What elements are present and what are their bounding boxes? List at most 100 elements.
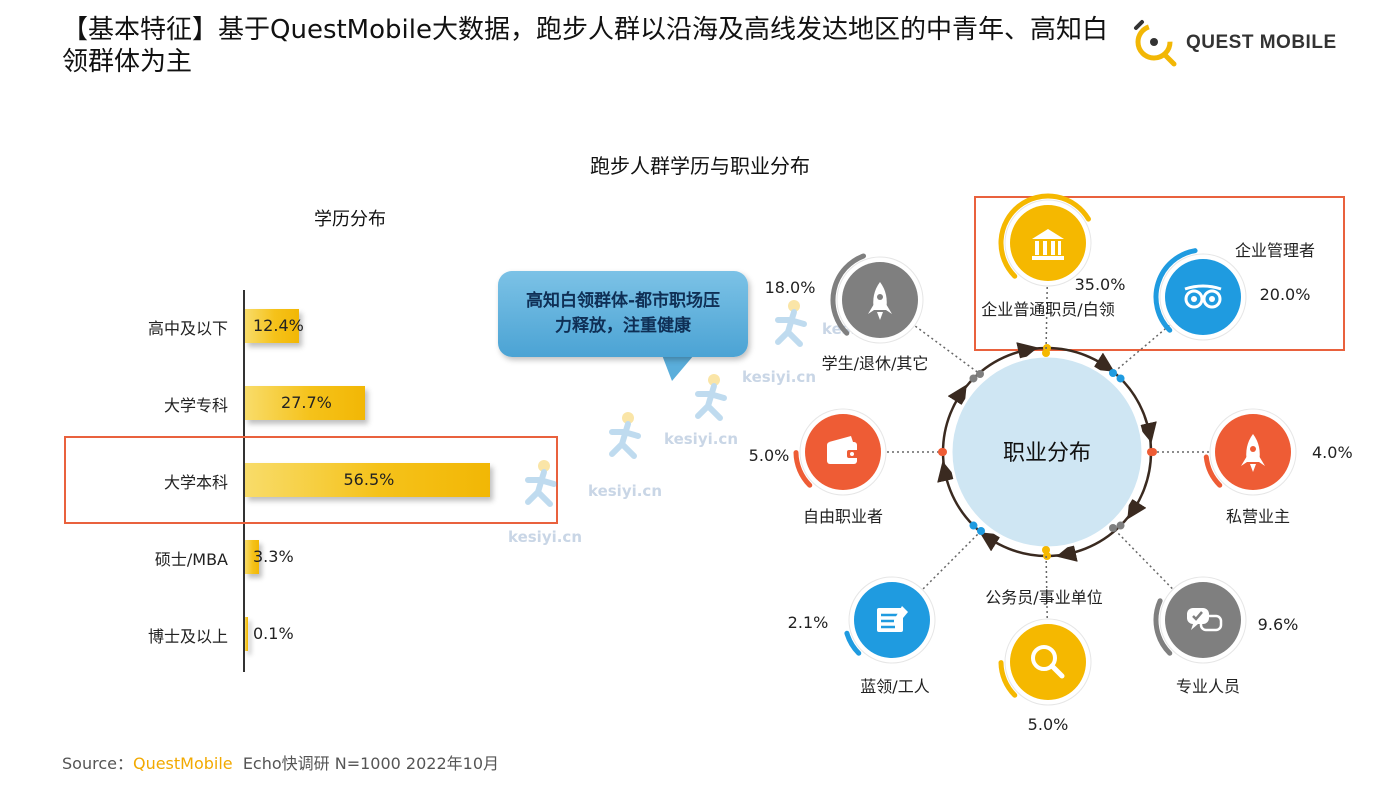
watermark-text: kesiyi.cn [664,430,739,448]
bar-4 [245,617,248,651]
bar-0 [245,309,299,343]
ring-arrow [1092,352,1115,372]
connector-dot [938,448,946,456]
connector-dot [1149,448,1157,456]
callout-tail [662,355,694,381]
education-chart-title: 学历分布 [314,209,386,230]
bar-1 [245,386,366,420]
connector-line [914,325,981,375]
chat-icon [1187,608,1223,632]
connector-dot [1109,524,1117,532]
connector-dot [1042,546,1050,554]
list-icon [877,606,908,632]
occupation-value: 9.6% [1258,615,1299,634]
value-arc [844,630,862,656]
occupation-value: 4.0% [1312,443,1353,462]
chart-main-title: 跑步人群学历与职业分布 [590,154,810,178]
value-arc [830,253,867,336]
watermark-text: kesiyi.cn [742,368,817,386]
source-brand: QuestMobile [132,754,233,773]
ring-arrow [1137,421,1157,443]
ring-arrow [1056,542,1078,562]
value-label: 27.7% [281,393,332,412]
watermark-runner-icon [695,374,727,421]
connector-line [1112,324,1170,374]
occupation-name: 专业人员 [1176,677,1240,696]
ring-arrow [979,532,1002,552]
occupation-value: 35.0% [1075,275,1126,294]
search-icon [1031,645,1065,679]
category-label: 博士及以上 [147,627,228,646]
occupation-name: 自由职业者 [803,507,883,526]
ring-arrow [937,461,957,483]
occupation-name: 蓝领/工人 [860,677,929,696]
connector-line [922,530,982,590]
page-title: 【基本特征】基于QuestMobile大数据，跑步人群以沿海及高线发达地区的中青… [62,15,1108,77]
occupation-name: 学生/退休/其它 [822,354,929,373]
occupation-name: 企业普通职员/白领 [981,300,1114,319]
rocket-icon [868,282,892,320]
value-label: 3.3% [253,547,294,566]
value-label: 0.1% [253,624,294,643]
category-label: 硕士/MBA [154,550,228,569]
bar-2 [245,463,490,497]
category-label: 高中及以下 [147,319,228,338]
ring-arrow [947,384,967,407]
connector-line [1112,527,1173,590]
bar-3 [245,540,260,574]
watermark-text: kesiyi.cn [588,482,663,500]
watermark-text: kesiyi.cn [508,528,583,546]
watermark-runner-icon [775,300,807,347]
occupation-value: 20.0% [1260,285,1311,304]
callout-text: 高知白领群体-都市职场压力释放，注重健康 [525,291,721,336]
source-note: Source：QuestMobile Echo快调研 N=1000 2022年1… [62,750,499,774]
watermark-runner-icon [525,460,557,507]
ring-dot [1043,552,1051,560]
value-arc [998,193,1091,279]
occupation-value: 18.0% [765,278,816,297]
logo-mark-icon [1134,20,1177,67]
questmobile-logo: QUEST MOBILE [1130,18,1340,68]
watermark-runner-icon [609,412,641,459]
connector-dot [977,527,985,535]
occupation-name: 公务员/事业单位 [985,588,1102,607]
connector-line [1045,286,1048,354]
connector-dot [976,370,984,378]
occupation-name: 企业管理者 [1235,241,1315,260]
connector-dot [1042,349,1050,357]
value-arc [998,660,1018,698]
occupation-value: 2.1% [788,613,829,632]
category-label: 大学专科 [163,396,228,415]
highlight-box-white-collar [974,196,1345,351]
node-circle [1010,205,1086,281]
highlight-box-bachelor [64,436,558,524]
category-label: 大学本科 [163,473,228,492]
source-detail: Echo快调研 N=1000 2022年10月 [242,754,499,773]
occupation-value: 5.0% [749,446,790,465]
callout-bubble: 高知白领群体-都市职场压力释放，注重健康 [498,271,748,357]
node-circle [1010,624,1086,700]
ring-dot [969,374,978,383]
occupation-name: 私营业主 [1226,507,1290,526]
value-arc [793,450,813,488]
source-prefix: Source： [62,754,133,773]
ring-dot [1116,374,1125,383]
value-label: 12.4% [253,316,304,335]
value-arc [1153,248,1198,333]
ring-arrow [1127,497,1147,520]
education-axis-line [243,290,245,672]
logo-text: QUEST MOBILE [1186,32,1337,53]
ring-arrow [1016,342,1038,362]
wallet-icon [827,436,859,464]
rocket-icon [1241,434,1265,472]
connector-dot [1109,369,1117,377]
value-arc [1203,454,1223,488]
ring-dot [969,521,978,530]
occupation-value: 5.0% [1028,715,1069,734]
ring-dot [1116,521,1125,530]
center-label: 职业分布 [1003,441,1091,466]
bank-icon [1032,229,1064,260]
connector-line [1045,549,1048,619]
value-label: 56.5% [343,470,395,489]
